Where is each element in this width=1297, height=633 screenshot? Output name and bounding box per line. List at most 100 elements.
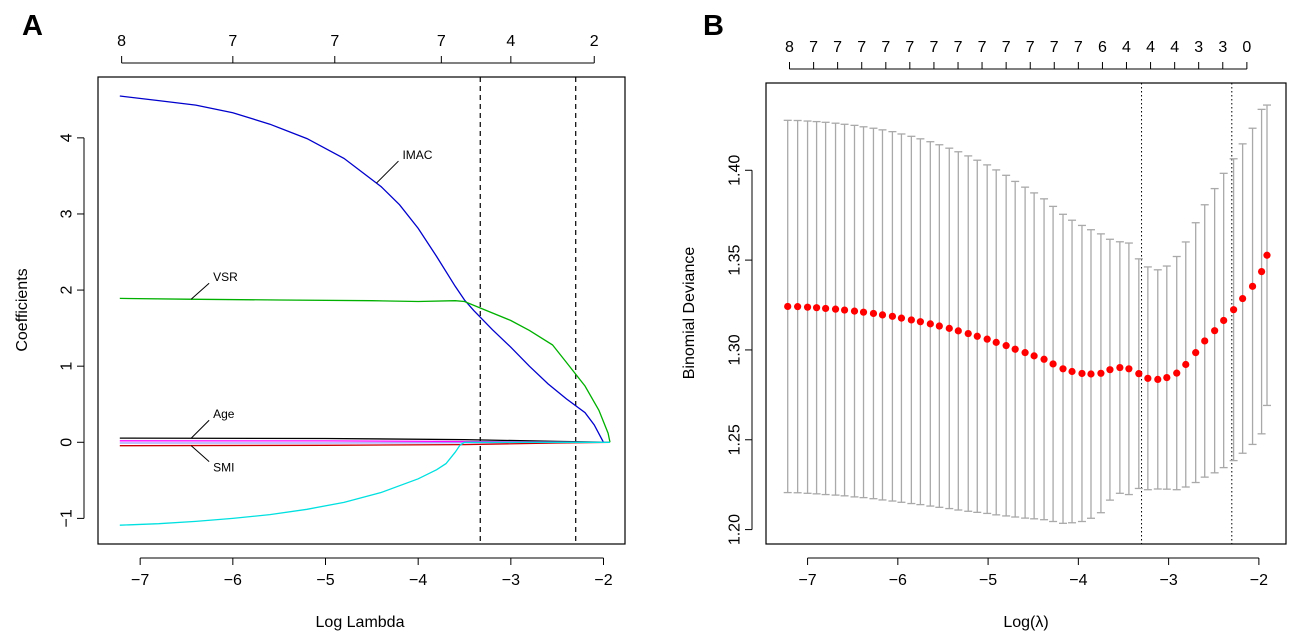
panel-b-top-count-label: 0	[1242, 39, 1251, 56]
panel-a-y-tick-label: 0	[59, 438, 76, 447]
deviance-point	[888, 312, 897, 320]
panel-b-plot-frame	[765, 82, 1287, 545]
panel-b-x-axis-title: Log(λ)	[1003, 614, 1048, 631]
panel-a-x-tick-label: −4	[409, 572, 427, 589]
panel-b-top-count-label: 3	[1194, 39, 1203, 56]
deviance-point	[1201, 337, 1209, 345]
deviance-point	[1239, 294, 1247, 303]
panel-b-top-count-label: 7	[905, 39, 914, 56]
deviance-point	[1011, 345, 1019, 353]
panel-a-x-tick-label: −2	[594, 572, 612, 589]
panel-b-y-tick-label: 1.35	[727, 244, 744, 275]
deviance-point	[992, 338, 1000, 346]
deviance-point	[1049, 360, 1057, 368]
label-leader-smi	[190, 445, 210, 462]
panel-b-top-count-label: 4	[1122, 39, 1131, 56]
deviance-point	[1192, 349, 1200, 357]
deviance-point	[1002, 342, 1010, 350]
panel-b-x-tick-label: −5	[979, 572, 997, 589]
panel-a-top-count-label: 4	[506, 33, 515, 50]
coef-path-imac	[119, 95, 610, 443]
deviance-point	[803, 303, 812, 311]
panel-b-top-count-label: 7	[929, 39, 938, 56]
panel-b-top-count-label: 7	[1050, 39, 1059, 56]
panel-a-y-tick-label: 2	[59, 286, 76, 295]
panel-b-top-count-label: 6	[1098, 39, 1107, 56]
deviance-point	[840, 306, 849, 314]
panel-a-lambda-lines	[479, 77, 577, 544]
panel-b-top-count-label: 7	[857, 39, 866, 56]
panel-b-top-count-label: 7	[954, 39, 963, 56]
panel-b-top-count-label: 7	[881, 39, 890, 56]
deviance-point	[1030, 352, 1038, 360]
deviance-point	[1116, 363, 1124, 372]
deviance-point	[1021, 349, 1029, 357]
deviance-point	[1144, 374, 1152, 382]
deviance-point	[1220, 316, 1228, 325]
deviance-point	[954, 327, 962, 335]
deviance-point	[812, 304, 821, 312]
panel-a-annotations: IMAC VSR Age SMI	[190, 148, 433, 475]
deviance-point	[1263, 251, 1271, 259]
deviance-point	[1040, 355, 1048, 363]
coefficient-path-plot: −7 −6 −5 −4 −3 −2 −1 0 1 2 3 4 8 7 7 7 4 2 IMAC VSR Age SM…	[14, 33, 626, 631]
deviance-point	[878, 311, 887, 319]
panel-b-x-tick-label: −7	[798, 572, 816, 589]
panel-a-top-count-label: 7	[330, 33, 339, 50]
panel-a-x-axis: −7 −6 −5 −4 −3 −2	[131, 557, 613, 589]
panel-a-plot-frame	[97, 76, 626, 545]
deviance-point	[1173, 369, 1181, 377]
panel-b-y-axis-title: Binomial Deviance	[681, 247, 698, 380]
deviance-point	[897, 314, 906, 322]
panel-b-x-axis: −7 −6 −5 −4 −3 −2	[798, 557, 1268, 589]
coef-path-unlabeled	[119, 441, 610, 526]
deviance-point	[1135, 370, 1143, 378]
deviance-point	[784, 302, 792, 311]
deviance-point	[1097, 369, 1105, 377]
panel-b-x-tick-label: −2	[1250, 572, 1268, 589]
deviance-point	[859, 308, 868, 316]
label-leader-vsr	[190, 282, 210, 300]
deviance-point	[1163, 374, 1171, 382]
panel-b-top-count-label: 7	[833, 39, 842, 56]
deviance-point	[983, 335, 991, 343]
deviance-point	[1087, 370, 1095, 378]
deviance-point	[1230, 306, 1238, 314]
label-leader-imac	[376, 160, 399, 184]
path-label-imac: IMAC	[402, 148, 432, 162]
panel-b-x-tick-label: −4	[1069, 572, 1087, 589]
panel-b-y-axis: 1.20 1.25 1.30 1.35 1.40	[727, 155, 753, 545]
panel-a-y-axis-title: Coefficients	[14, 268, 31, 351]
panel-a-y-axis: −1 0 1 2 3 4	[59, 133, 85, 528]
panel-b-y-tick-label: 1.30	[727, 334, 744, 365]
panel-a-x-tick-label: −5	[316, 572, 334, 589]
panel-b-top-count-label: 7	[1002, 39, 1011, 56]
panel-b-top-count-label: 3	[1218, 39, 1227, 56]
deviance-point	[1078, 369, 1086, 378]
panel-a-x-tick-label: −3	[502, 572, 520, 589]
panel-b-y-tick-label: 1.25	[727, 424, 744, 455]
deviance-point	[1059, 365, 1067, 373]
panel-b-top-count-label: 4	[1170, 39, 1179, 56]
deviance-point	[1154, 375, 1162, 383]
deviance-point	[794, 303, 802, 311]
deviance-point	[1248, 282, 1257, 290]
panel-a-y-tick-label: −1	[59, 509, 76, 527]
deviance-point	[964, 329, 972, 338]
panel-a-top-count-label: 2	[590, 33, 599, 50]
panel-a-series	[119, 95, 611, 526]
path-label-smi: SMI	[213, 461, 234, 475]
panel-a-y-tick-label: 4	[59, 133, 76, 142]
panel-a-top-axis: 8 7 7 7 4 2	[117, 33, 599, 64]
panel-b-x-tick-label: −6	[889, 572, 907, 589]
panel-b-top-count-label: 7	[978, 39, 987, 56]
path-label-vsr: VSR	[213, 270, 238, 284]
deviance-point	[1257, 268, 1266, 276]
deviance-point	[1125, 365, 1133, 373]
panel-a-letter: A	[22, 10, 43, 42]
deviance-point	[935, 322, 943, 330]
panel-b-top-count-label: 7	[1026, 39, 1035, 56]
deviance-point	[1211, 327, 1219, 335]
